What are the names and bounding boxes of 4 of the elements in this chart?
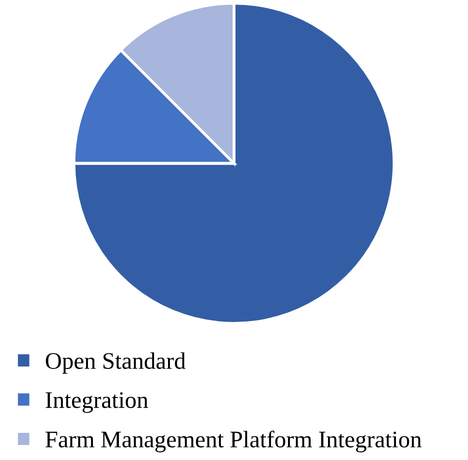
legend-label: Farm Management Platform Integration <box>46 430 422 452</box>
legend-label: Open Standard <box>46 352 186 374</box>
pie-slice <box>72 2 396 325</box>
legend-label: Integration <box>46 392 148 413</box>
